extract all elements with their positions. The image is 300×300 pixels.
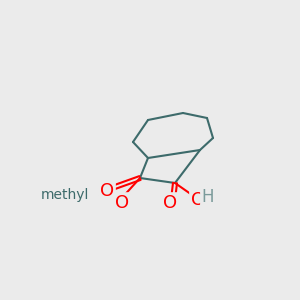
Text: O: O <box>191 191 205 209</box>
Text: O: O <box>163 194 177 212</box>
Text: H: H <box>202 188 214 206</box>
Text: O: O <box>100 182 114 200</box>
Text: methyl: methyl <box>40 188 89 202</box>
Text: O: O <box>115 194 129 212</box>
